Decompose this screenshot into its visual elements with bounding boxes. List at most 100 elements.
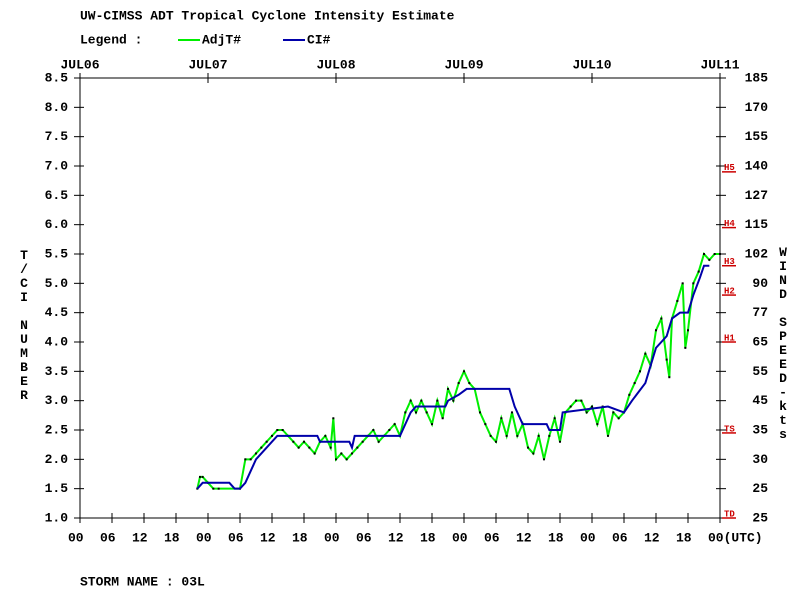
x-tick-label: 18 [420,530,436,545]
point-marker [655,329,657,332]
y-tick-label: 5.0 [45,276,69,291]
y2-tick-label: 30 [752,452,768,467]
y2-tick-label: 35 [752,422,768,437]
x-tick-label: 18 [676,530,692,545]
point-marker [596,423,599,426]
y-tick-label: 8.0 [45,100,69,115]
point-marker [708,258,711,261]
point-marker [457,382,460,385]
point-marker [617,417,620,420]
point-marker [489,434,492,437]
point-marker [409,399,412,402]
x2-tick-label: JUL08 [316,57,355,72]
series-line [196,264,710,490]
point-marker [719,253,721,255]
x-tick-label: 12 [388,530,404,545]
point-marker [345,458,348,461]
y2-tick-label: 45 [752,393,768,408]
point-marker [441,417,444,420]
point-marker [425,411,428,414]
point-marker [431,423,433,426]
y-axis-label: T/CI NUMBER [17,248,32,402]
point-marker [612,411,615,414]
point-marker [580,399,583,402]
point-marker [217,487,220,490]
category-label: H2 [724,286,735,296]
point-marker [537,434,540,437]
y2-tick-label: 115 [745,217,769,232]
y-tick-label: 2.0 [45,452,69,467]
point-marker [447,387,449,390]
x-tick-label: 00 [324,530,340,545]
y-tick-label: 1.0 [45,510,69,525]
x2-tick-label: JUL09 [444,57,483,72]
point-marker [356,446,359,449]
y2-tick-label: 25 [752,481,768,496]
category-label: TS [724,424,735,434]
y2-tick-label: 155 [745,129,769,144]
x-tick-label: 00 [196,530,212,545]
point-marker [569,405,572,408]
x-tick-label: 00(UTC) [708,530,763,545]
y2-axis-label: WIND SPEED-kts [776,245,791,441]
point-marker [484,423,487,426]
y-tick-label: 7.5 [45,129,69,144]
y2-tick-label: 90 [752,276,768,291]
legend-entry: CI# [307,32,331,47]
x-tick-label: 00 [452,530,468,545]
x-tick-label: 00 [580,530,596,545]
point-marker [292,440,295,443]
point-marker [559,440,561,443]
y-tick-label: 5.5 [45,246,69,261]
y-tick-label: 7.0 [45,158,69,173]
point-marker [687,329,689,332]
y2-tick-label: 55 [752,364,768,379]
y-tick-label: 6.5 [45,188,69,203]
point-marker [660,317,663,320]
y-tick-label: 6.0 [45,217,69,232]
x-tick-label: 06 [612,530,628,545]
point-marker [281,429,284,431]
x-tick-label: 06 [100,530,116,545]
x-tick-label: 18 [164,530,180,545]
point-marker [548,434,551,437]
category-label: H4 [724,219,735,229]
point-marker [644,352,647,355]
y-tick-label: 3.0 [45,393,69,408]
point-marker [361,440,364,443]
point-marker [585,411,588,414]
plot-frame [79,77,721,519]
point-marker [212,487,215,490]
legend-label: Legend : [80,32,142,47]
point-marker [452,399,455,402]
point-marker [713,253,716,255]
series-line [196,252,720,490]
category-label: TD [724,509,735,519]
point-marker [276,429,279,431]
point-marker [703,253,705,255]
point-marker [244,458,247,461]
point-marker [265,440,268,443]
point-marker [201,475,204,478]
category-label: H1 [724,333,735,343]
point-marker [532,452,535,455]
x-tick-label: 12 [516,530,532,545]
y2-tick-label: 140 [745,158,769,173]
y2-tick-label: 127 [745,188,768,203]
x2-tick-label: JUL10 [572,57,611,72]
point-marker [681,282,684,285]
point-marker [527,446,529,449]
x-tick-label: 00 [68,530,84,545]
x-tick-label: 18 [548,530,564,545]
x2-tick-label: JUL11 [700,57,739,72]
point-marker [393,423,396,426]
x-tick-label: 12 [132,530,148,545]
category-label: H3 [724,257,735,267]
point-marker [404,411,407,414]
point-marker [665,358,668,361]
point-marker [335,458,337,461]
category-label: H5 [724,163,735,173]
point-marker [495,440,497,443]
y-tick-label: 4.5 [45,305,69,320]
